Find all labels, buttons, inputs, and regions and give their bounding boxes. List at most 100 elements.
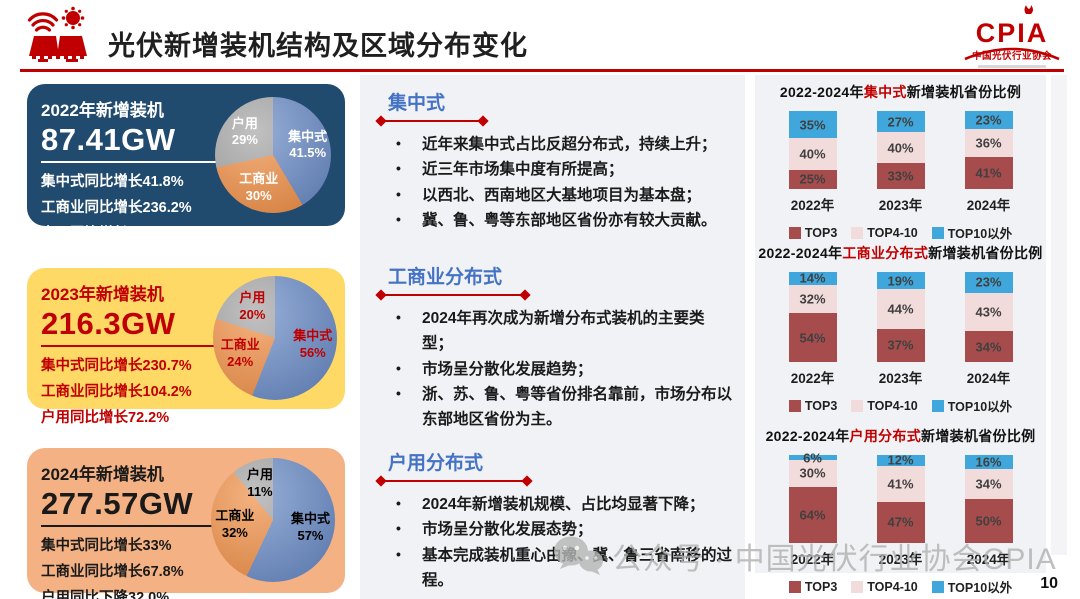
stat-prefix: 工商业同比 [41, 563, 114, 580]
legend-item: TOP10以外 [931, 223, 1012, 242]
bar-segment: 64% [788, 486, 837, 543]
logo-subtext-line [978, 64, 1046, 68]
bar-segment-label: 12% [887, 452, 914, 468]
card-stat: 户用同比增长17.0% [41, 222, 331, 248]
page-title: 光伏新增装机结构及区域分布变化 [108, 31, 528, 61]
legend-swatch [931, 399, 944, 412]
stat-value: 增长33% [113, 538, 172, 554]
section-heading: 户用分布式 [388, 453, 484, 474]
bar-category-label: 2022年 [790, 552, 835, 567]
wechat-icon [554, 536, 603, 575]
stat-prefix: 集中式同比 [41, 538, 114, 554]
bar-column: 33% 40% 27% 2023年 [873, 111, 929, 214]
pie-slice-label: 户用 20% [239, 290, 265, 324]
bar-segment: 36% [964, 128, 1013, 158]
chart-title-highlight: 户用分布式 [849, 428, 922, 444]
watermark: 公众号 · 中国光伏行业协会CPIA [552, 534, 1057, 578]
pie-slice-label: 集中式 56% [293, 328, 332, 362]
stacked-bar: 34% 43% 23% [964, 272, 1013, 362]
bar-segment: 41% [876, 465, 925, 502]
stat-prefix: 集中式同比 [41, 174, 114, 190]
stat-prefix: 户用同比 [41, 409, 99, 426]
pie-slice-label: 工商业 32% [215, 508, 254, 542]
bar-category-label: 2023年 [878, 552, 923, 567]
pie-slice-value: 57% [297, 528, 324, 544]
legend-item: TOP10以外 [931, 577, 1012, 596]
bar-segment: 12% [876, 454, 925, 467]
legend-swatch [788, 580, 801, 593]
bar-segment: 34% [964, 469, 1013, 499]
pie-chart: 集中式 41.5% 工商业 30% 户用 29% [215, 97, 331, 213]
bar-segment-label: 40% [887, 140, 914, 156]
stat-value: 增长230.7% [113, 358, 192, 374]
bullet-item: 2024年再次成为新增分布式装机的主要类型； [384, 306, 733, 357]
bar-chart: 2022-2024年集中式新增装机省份比例 25% 40% 35% 2022年 33% 40… [755, 82, 1046, 242]
capacity-underline [41, 525, 217, 527]
pie-slice-value: 29% [231, 132, 258, 148]
chart-title-highlight: 集中式 [863, 84, 907, 100]
legend-item: TOP10以外 [931, 396, 1012, 415]
legend-item: TOP3 [788, 226, 837, 240]
solar-panel-sun-icon [27, 6, 87, 62]
card-year-label: 2024年新增装机 [41, 465, 164, 484]
legend-swatch [931, 580, 944, 593]
bar-category-label: 2023年 [878, 371, 923, 386]
card-stat: 工商业同比增长104.2% [41, 380, 331, 406]
legend-label: TOP4-10 [867, 225, 918, 240]
bar-segment-label: 30% [799, 465, 826, 481]
bar-category-label: 2022年 [790, 198, 835, 213]
bar-segment-label: 32% [799, 291, 826, 307]
stacked-bar: 25% 40% 35% [788, 111, 837, 189]
bar-segment-label: 19% [887, 273, 914, 289]
card-stat: 工商业同比增长67.8% [41, 560, 331, 586]
bullet-item: 市场呈分散化发展趋势； [384, 357, 733, 382]
stat-prefix: 户用同比 [41, 589, 99, 599]
legend-swatch [931, 226, 944, 239]
pie-slice-label: 工商业 24% [221, 337, 260, 371]
bar-segment: 30% [788, 460, 837, 487]
stacked-bar: 64% 30% 6% [788, 451, 837, 543]
bar-segment: 44% [876, 289, 925, 329]
bar-segment: 32% [788, 284, 837, 314]
bar-segment-label: 40% [799, 146, 826, 162]
stat-value: 增长72.2% [99, 409, 170, 426]
pie-slice-name: 工商业 [220, 337, 260, 353]
pie-chart: 集中式 57% 工商业 32% 户用 11% [211, 458, 335, 582]
chart-title-highlight: 工商业分布式 [842, 245, 929, 261]
stat-value: 下降32.0% [99, 589, 170, 599]
legend-label: TOP4-10 [867, 398, 918, 413]
chart-title-suffix: 新增装机省份比例 [921, 428, 1036, 444]
heading-arrow-line [380, 480, 528, 482]
stacked-bar: 54% 32% 14% [788, 272, 837, 362]
bar-segment: 23% [964, 272, 1013, 293]
bullet-item: 2024年新增装机规模、占比均显著下降； [384, 492, 733, 517]
pie-slice-name: 集中式 [290, 511, 331, 527]
bar-category-label: 2024年 [966, 198, 1011, 213]
bar-category-label: 2024年 [966, 552, 1011, 567]
pie-slice-value: 41.5% [289, 145, 327, 161]
card-year-label: 2022年新增装机 [41, 101, 164, 120]
bullet-item: 浙、苏、鲁、粤等省份排名靠前，市场分布以东部地区省份为主。 [384, 382, 733, 433]
bar-segment: 40% [788, 138, 837, 170]
analysis-section: 集中式近年来集中式占比反超分布式，持续上升；近三年市场集中度有所提高；以西北、西… [380, 88, 733, 233]
pie-slice-label: 集中式 57% [291, 511, 330, 545]
year-card: 2023年新增装机 216.3GW 集中式同比增长230.7% 工商业同比增长104.… [27, 268, 345, 426]
legend-label: TOP4-10 [867, 579, 918, 594]
logo-swoosh [964, 47, 1060, 61]
stacked-bar: 37% 44% 19% [876, 272, 925, 362]
card-capacity: 216.3GW [41, 306, 176, 341]
chart-legend: TOP3 TOP4-10 TOP10以外 [755, 223, 1046, 242]
bar-segment-label: 27% [887, 114, 914, 130]
legend-item: TOP4-10 [851, 580, 918, 594]
stacked-bar: 50% 34% 16% [964, 455, 1013, 543]
bars-row: 54% 32% 14% 2022年 37% 44% 19% 2023年 34% 43% 23% 202… [755, 272, 1046, 387]
cpia-logo: CPIA 中国光伏行业协会 [960, 4, 1064, 68]
chart-title: 2022-2024年户用分布式新增装机省份比例 [755, 426, 1046, 446]
logo-acronym: CPIA [975, 18, 1049, 48]
bar-segment-label: 41% [887, 476, 914, 492]
pie-slice-name: 集中式 [293, 328, 333, 344]
bullet-list: 近年来集中式占比反超分布式，持续上升；近三年市场集中度有所提高；以西北、西南地区… [384, 132, 733, 233]
bar-segment-label: 50% [975, 513, 1002, 529]
heading-arrow-line [380, 294, 526, 296]
section-heading: 集中式 [388, 93, 446, 114]
